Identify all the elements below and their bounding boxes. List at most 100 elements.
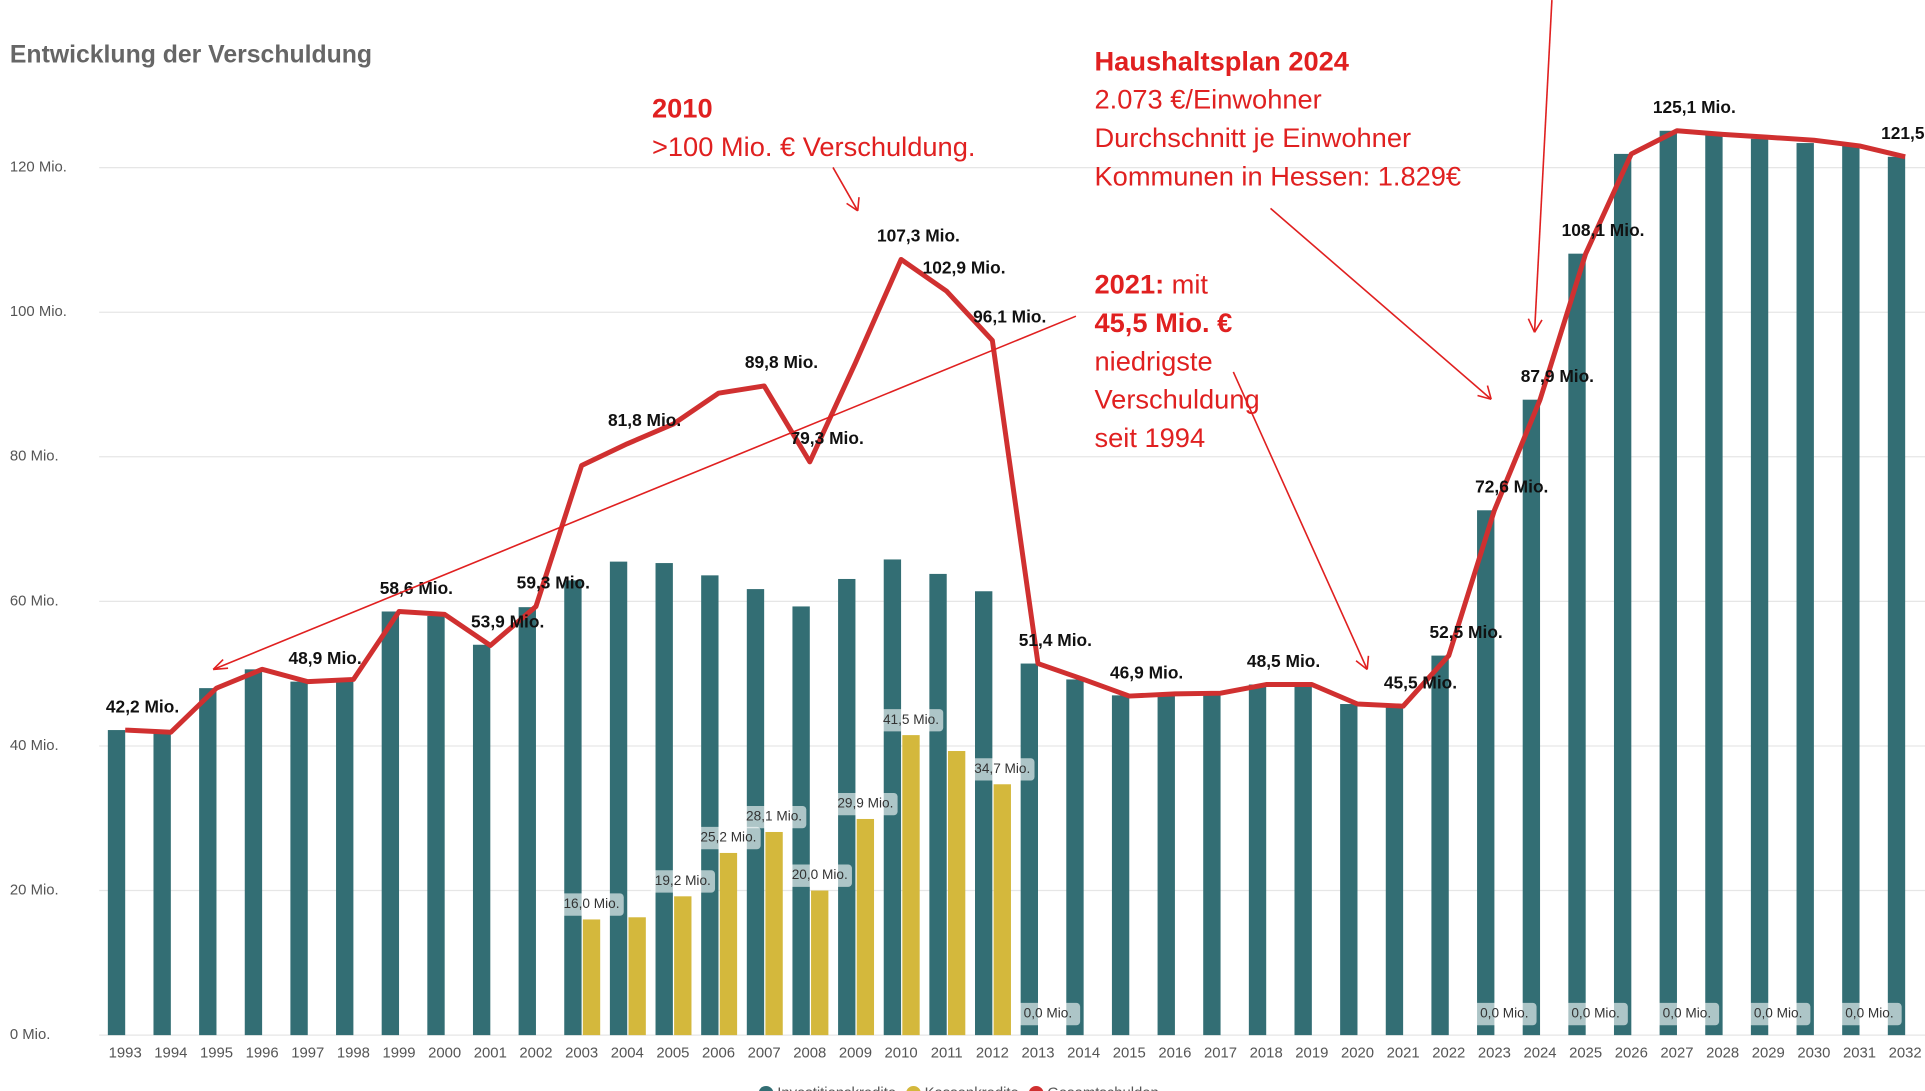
arrow-head: [846, 197, 860, 212]
x-tick-label: 2000: [428, 1046, 461, 1062]
bar: [472, 644, 491, 1036]
bar: [1020, 663, 1039, 1036]
x-tick-label: 2018: [1250, 1046, 1283, 1062]
bar: [1157, 694, 1175, 1036]
line-value-label: 45,5 Mio.: [1384, 672, 1457, 692]
bar: [1477, 510, 1495, 1036]
bar: [336, 679, 354, 1036]
x-tick-label: 2005: [656, 1046, 689, 1062]
bar: [1796, 143, 1814, 1036]
annotation-text: Durchschnitt je Einwohner: [1095, 122, 1412, 153]
bar: [902, 735, 920, 1036]
y-tick-label: 100 Mio.: [10, 304, 67, 320]
annotation: >100 Mio. € Verschuldung.: [652, 131, 975, 162]
annotation-text: Verschuldung: [1095, 384, 1260, 415]
annotation: Verschuldung: [1095, 384, 1260, 415]
x-tick-label: 2013: [1021, 1046, 1054, 1062]
arrow-head: [1527, 318, 1543, 333]
x-tick-label: 2001: [474, 1046, 507, 1062]
bar-value-label: 0,0 Mio.: [1480, 1006, 1528, 1021]
x-tick-label: 2010: [885, 1046, 918, 1062]
annotation: Haushaltsplan 2024: [1095, 46, 1350, 77]
line-value-label: 59,3 Mio.: [517, 573, 590, 593]
line-value-label: 108,1 Mio.: [1562, 220, 1645, 240]
bar: [1066, 679, 1084, 1036]
x-tick-label: 2007: [748, 1046, 781, 1062]
bar-value-label: 28,1 Mio.: [746, 809, 802, 824]
legend-marker: [758, 1085, 774, 1091]
bar: [1659, 130, 1677, 1036]
bar: [107, 730, 126, 1036]
annotation: 2010: [652, 93, 713, 124]
legend-label: Kassenkredite: [925, 1085, 1019, 1091]
bar-value-label: 25,2 Mio.: [700, 830, 756, 845]
bar: [674, 896, 692, 1036]
bar-value-label: 41,5 Mio.: [883, 712, 939, 727]
bar: [1385, 706, 1404, 1036]
x-tick-label: 2004: [611, 1046, 644, 1062]
arrow-head: [1477, 385, 1492, 401]
x-tick-label: 2022: [1432, 1046, 1465, 1062]
y-tick-label: 120 Mio.: [10, 160, 67, 176]
arrows: [212, 0, 1553, 671]
bar: [811, 890, 829, 1036]
bar: [609, 561, 628, 1036]
bar: [765, 831, 783, 1036]
x-tick-label: 2019: [1295, 1046, 1328, 1062]
arrow-head: [1355, 655, 1370, 671]
bar: [381, 611, 400, 1036]
line: [125, 128, 1906, 735]
annotation: Durchschnitt je Einwohner: [1095, 122, 1412, 153]
bar: [947, 751, 966, 1036]
label-bg: [1654, 1002, 1720, 1026]
bar-value-label: 0,0 Mio.: [1663, 1006, 1711, 1021]
bar: [1431, 655, 1449, 1036]
bar-value-label: 34,7 Mio.: [974, 761, 1030, 776]
bar: [1203, 691, 1221, 1036]
x-tick-label: 2020: [1341, 1046, 1374, 1062]
bar: [1294, 684, 1312, 1036]
bar-value-label: 20,0 Mio.: [792, 867, 848, 882]
bar-value-label: 19,2 Mio.: [655, 873, 711, 888]
x-tick-label: 2017: [1204, 1046, 1237, 1062]
bar: [628, 917, 646, 1036]
legend-label: Investitionskredite: [777, 1085, 896, 1091]
line-value-label: 52,5 Mio.: [1429, 622, 1502, 642]
bar: [244, 669, 263, 1036]
annotation-text: 2021:: [1095, 269, 1165, 300]
y-tick-label: 0 Mio.: [10, 1027, 50, 1043]
bar: [1522, 399, 1541, 1036]
bar: [582, 919, 601, 1036]
x-tick-label: 2026: [1615, 1046, 1648, 1062]
label-bg: [559, 893, 624, 916]
label-bg: [1563, 1002, 1628, 1026]
x-tick-label: 2008: [793, 1046, 826, 1062]
arrow: [1232, 371, 1368, 670]
label-bg: [833, 792, 898, 816]
bar: [290, 681, 308, 1036]
label-bg: [741, 805, 807, 829]
x-tick-label: 2032: [1889, 1046, 1922, 1062]
x-tick-label: 1996: [246, 1046, 279, 1062]
bar: [518, 607, 536, 1036]
bar: [427, 615, 445, 1036]
label-bg: [1745, 1002, 1811, 1026]
x-tick-label: 2006: [702, 1046, 735, 1062]
arrow: [1269, 207, 1492, 400]
label-bg: [970, 758, 1035, 781]
label-bg: [1472, 1002, 1537, 1026]
x-tick-label: 2024: [1524, 1046, 1557, 1062]
bar: [153, 732, 171, 1036]
line-value-label: 79,3 Mio.: [791, 428, 864, 448]
x-tick-label: 2011: [931, 1046, 963, 1062]
bar: [564, 580, 582, 1036]
annotation: niedrigste: [1095, 345, 1213, 376]
x-tick-label: 1995: [200, 1046, 233, 1062]
label-bg: [787, 864, 852, 887]
x-tick-label: 2002: [519, 1046, 552, 1062]
x-tick-label: 2015: [1113, 1046, 1146, 1062]
bar: [1705, 134, 1723, 1036]
label-bg: [1837, 1002, 1902, 1026]
